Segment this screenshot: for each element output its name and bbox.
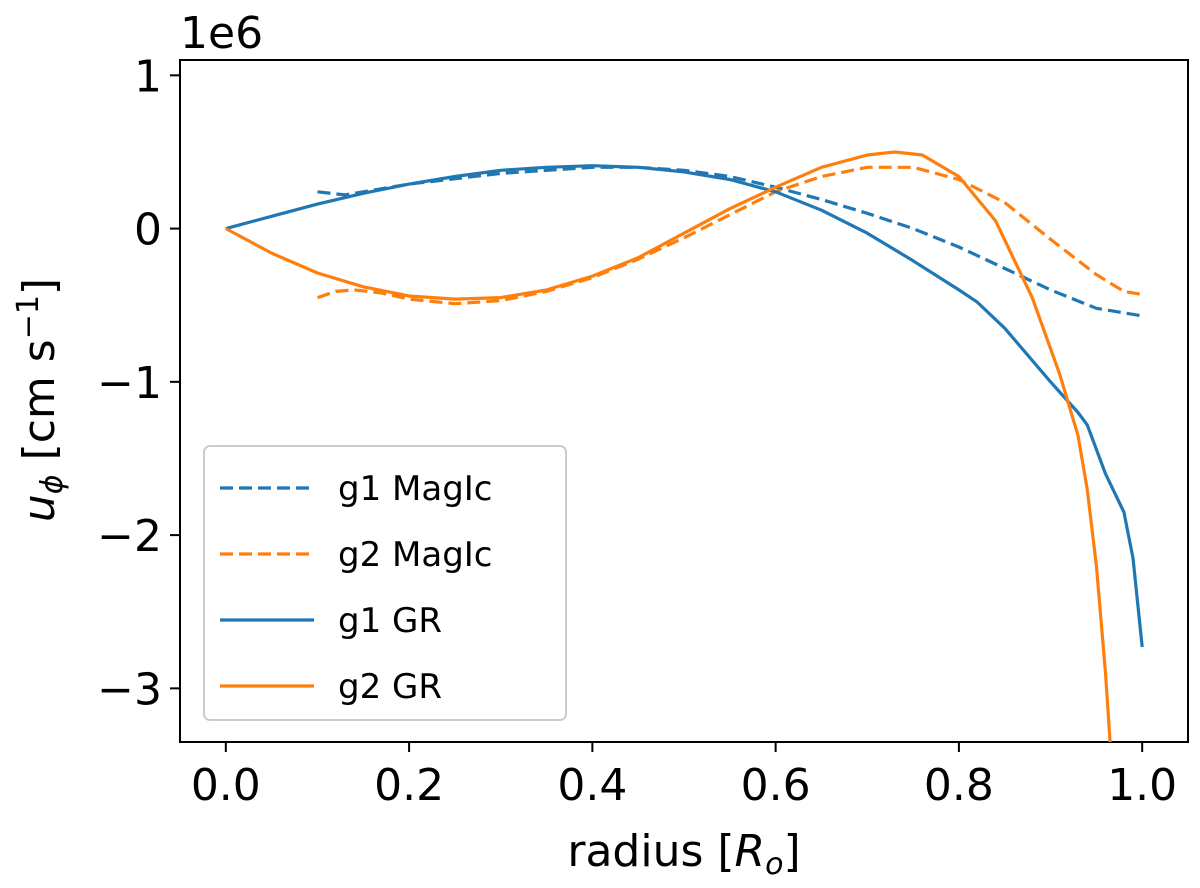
legend-label: g2 GR	[338, 667, 442, 707]
x-tick-label: 0.4	[557, 760, 627, 811]
x-tick-label: 1.0	[1107, 760, 1177, 811]
x-tick-label: 0.8	[924, 760, 994, 811]
legend-label: g2 MagIc	[338, 535, 493, 575]
x-axis-label: radius [Ro]	[567, 826, 800, 882]
y-tick-label: 1	[134, 51, 162, 102]
legend: g1 MagIc g2 MagIc g1 GR g2 GR	[203, 445, 567, 721]
series-layer	[225, 150, 1144, 742]
y-axis-multiplier: 1e6	[180, 8, 263, 59]
axis-ticks: 0.0 0.2 0.4 0.6 0.8 1.0 1 0 −1 −2 −3	[97, 51, 1177, 811]
series-line-g1-magic	[317, 165, 1143, 318]
x-tick-label: 0.2	[374, 760, 444, 811]
y-tick-label: 0	[134, 205, 162, 256]
legend-label: g1 MagIc	[338, 469, 493, 509]
series-line-g1-gr	[225, 164, 1144, 648]
series-line-g2-gr	[225, 150, 1112, 742]
y-tick-label: −1	[97, 358, 162, 409]
series-line-g2-magic	[316, 165, 1143, 306]
plot-area-frame	[179, 59, 1189, 743]
x-tick-label: 0.0	[191, 760, 261, 811]
x-tick-label: 0.6	[741, 760, 811, 811]
y-tick-label: −2	[97, 511, 162, 562]
legend-box	[203, 445, 567, 721]
legend-label: g1 GR	[338, 601, 442, 641]
y-axis-label: uϕ [cm s−1]	[11, 278, 70, 522]
y-tick-label: −3	[97, 664, 162, 715]
